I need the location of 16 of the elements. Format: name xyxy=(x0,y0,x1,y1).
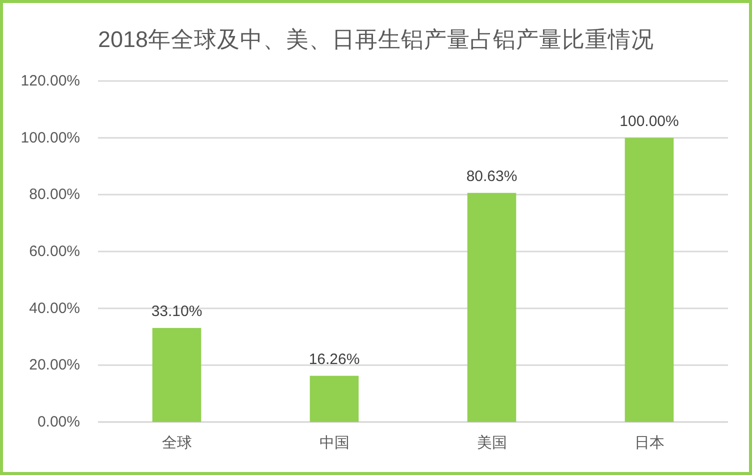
category-label: 中国 xyxy=(319,434,350,452)
title: 2018年全球及中、美、日再生铝产量占铝产量比重情况 xyxy=(98,27,654,52)
ytick-label: 100.00% xyxy=(20,129,80,146)
ytick-label: 0.00% xyxy=(37,414,80,430)
ytick-label: 20.00% xyxy=(29,356,80,374)
data-label: 33.10% xyxy=(151,302,202,320)
ytick-label: 60.00% xyxy=(29,243,80,260)
ytick-label: 120.00% xyxy=(20,72,80,90)
category-label: 全球 xyxy=(162,434,192,452)
ytick-label: 40.00% xyxy=(29,300,80,317)
category-label: 日本 xyxy=(634,434,664,452)
category-label: 美国 xyxy=(476,434,507,452)
ytick-label: 80.00% xyxy=(29,186,80,204)
data-label: 80.63% xyxy=(466,168,518,185)
data-label: 100.00% xyxy=(620,112,679,130)
data-label: 16.26% xyxy=(308,350,360,368)
